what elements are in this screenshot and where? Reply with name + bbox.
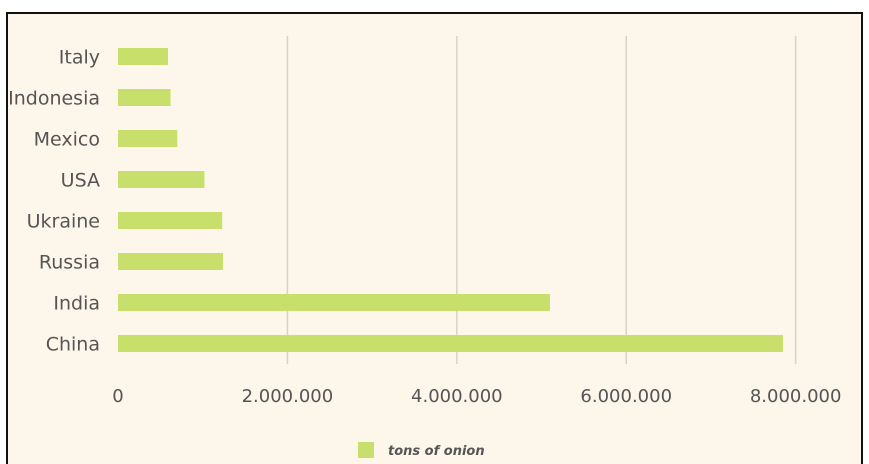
bars — [118, 48, 783, 352]
x-tick-label: 4.000.000 — [411, 386, 503, 407]
category-labels: Italy Indonesia Mexico USA Ukraine Russia Indi… — [8, 47, 100, 356]
x-tick-labels: 0 2.000.000 4.000.000 6.000.000 8.000.000 — [112, 386, 841, 407]
bar-russia — [118, 253, 224, 270]
bar-indonesia — [118, 89, 171, 106]
x-tick-label: 2.000.000 — [242, 386, 334, 407]
category-label-usa: USA — [61, 170, 100, 192]
category-label-china: China — [46, 334, 100, 356]
category-label-india: India — [53, 293, 100, 315]
category-label-italy: Italy — [59, 47, 100, 69]
category-label-mexico: Mexico — [34, 129, 100, 151]
legend-label: tons of onion — [388, 444, 485, 459]
legend: tons of onion — [358, 442, 485, 459]
bar-chart: Italy Indonesia Mexico USA Ukraine Russia Indi… — [8, 36, 841, 459]
bar-india — [118, 294, 550, 311]
x-tick-label: 8.000.000 — [750, 386, 842, 407]
bar-china — [118, 335, 783, 352]
category-label-russia: Russia — [39, 252, 100, 274]
x-tick-label: 6.000.000 — [580, 386, 672, 407]
gridlines — [286, 36, 797, 364]
bar-usa — [118, 171, 205, 188]
bar-mexico — [118, 130, 178, 147]
bar-ukraine — [118, 212, 223, 229]
legend-swatch — [358, 442, 374, 458]
chart-frame: Italy Indonesia Mexico USA Ukraine Russia Indi… — [6, 12, 863, 464]
category-label-ukraine: Ukraine — [27, 211, 100, 233]
bar-italy — [118, 48, 168, 65]
x-tick-label: 0 — [112, 386, 123, 407]
category-label-indonesia: Indonesia — [8, 88, 100, 110]
